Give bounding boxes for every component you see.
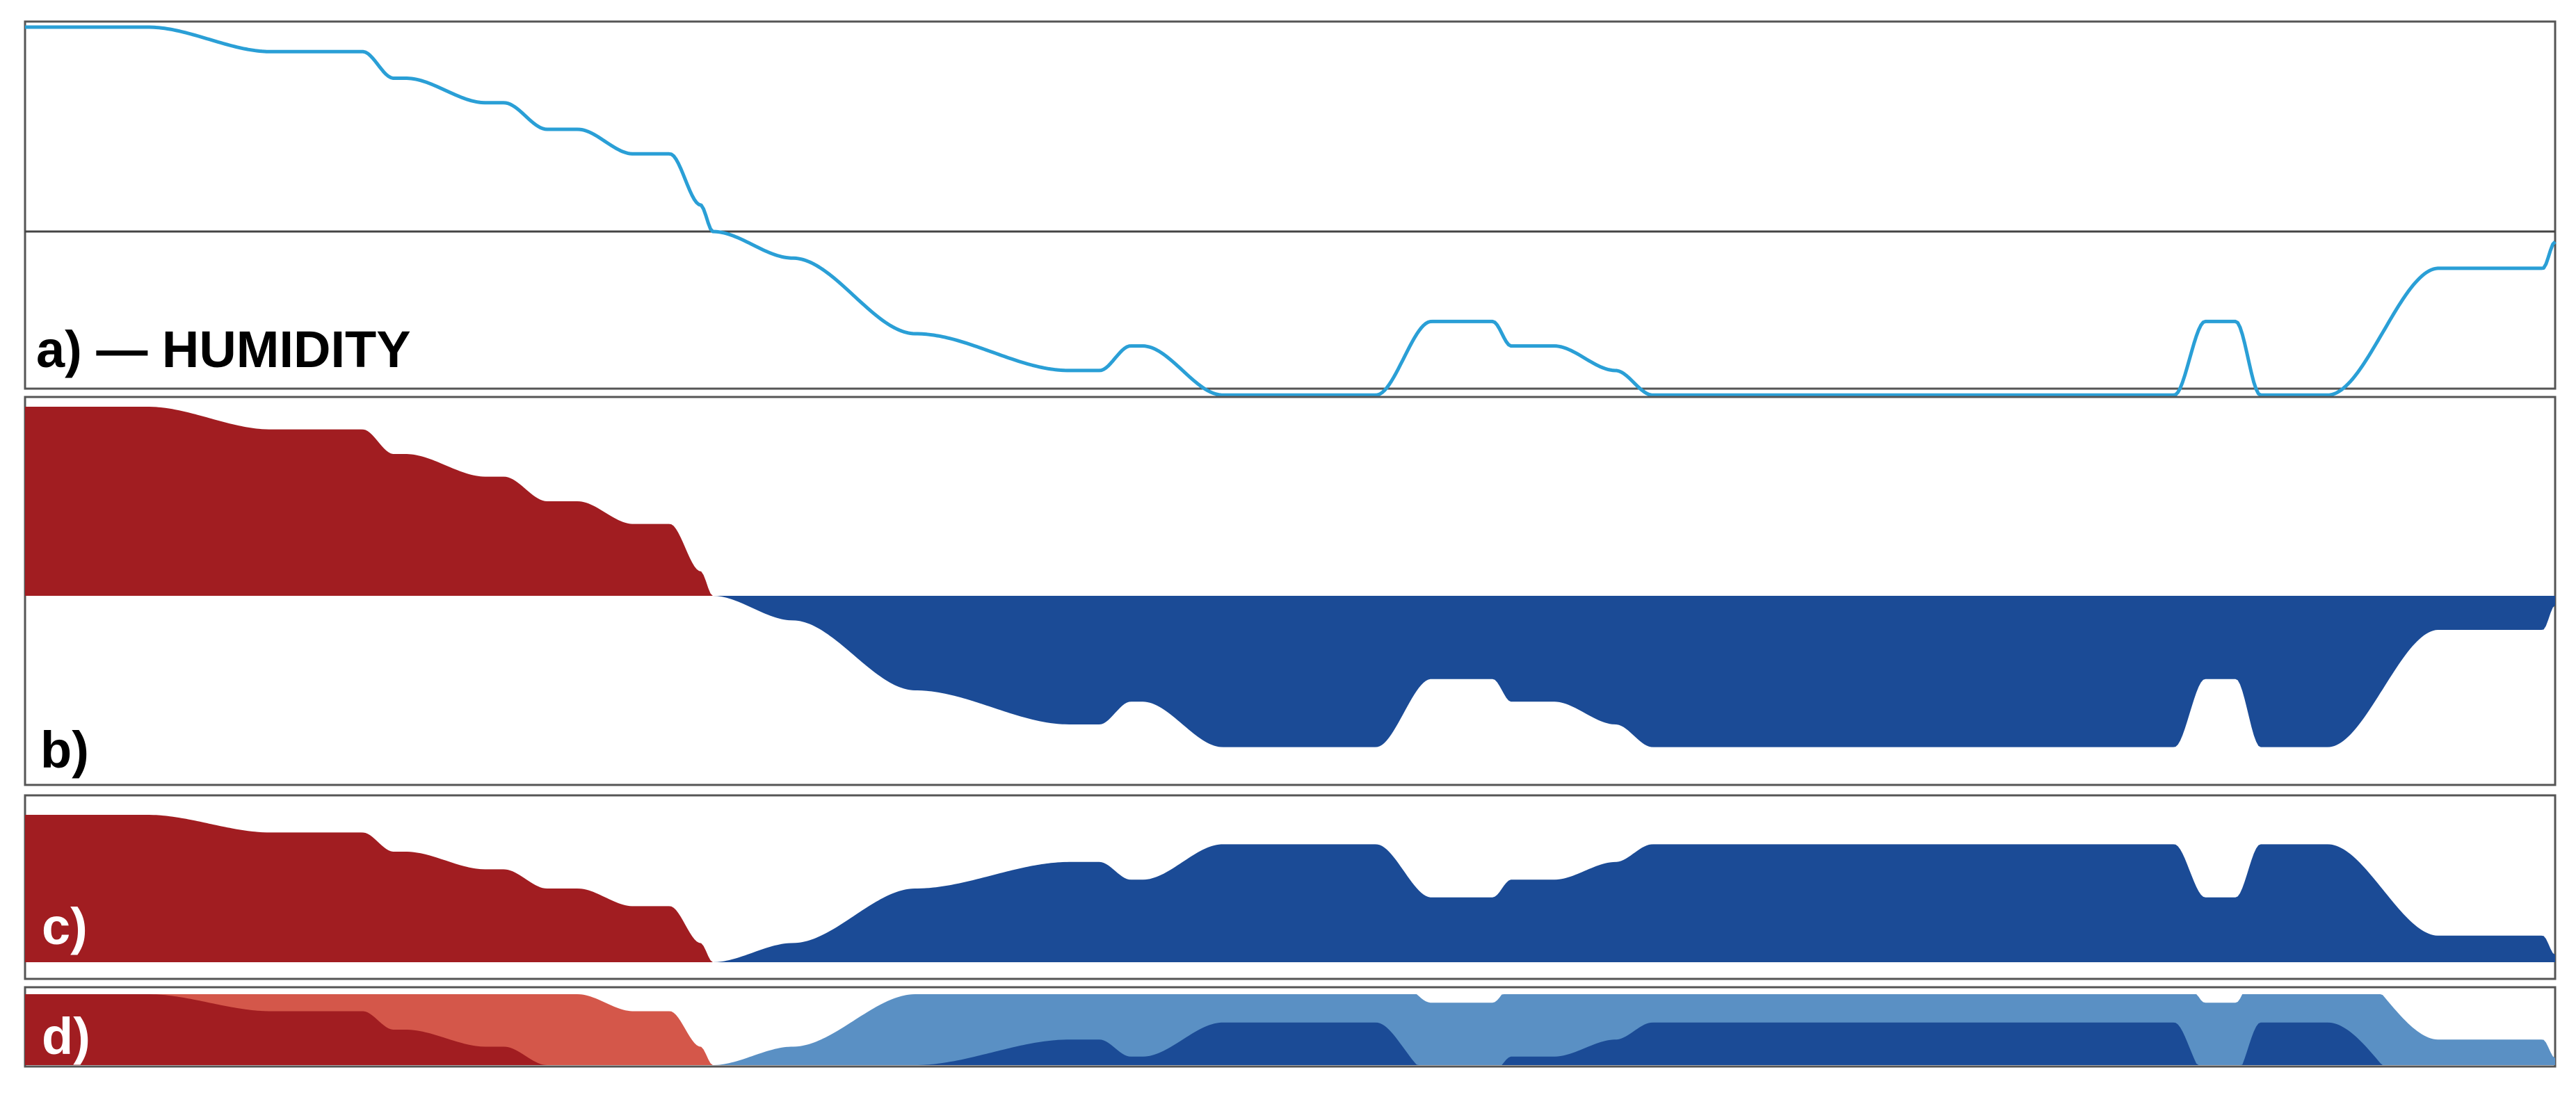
positive-mirrored-area [25,815,2555,962]
panel-b-label: b) [40,721,89,779]
negative-area [25,596,2555,747]
positive-band-2 [25,994,2555,1065]
positive-area [25,407,2555,596]
panel-d-horizon-chart: d) [24,986,2557,1068]
humidity-series-line [25,25,2557,397]
panel-c-mirrored-area-chart: c) [24,794,2557,980]
positive-band-1 [25,994,2555,1065]
panel-a-label: a) — HUMIDITY [36,321,411,378]
negative-mirrored-area [25,844,2555,962]
panel-a-frame [24,20,2557,390]
panel-d-label: d) [42,1007,90,1065]
panel-b-offset-area-chart: b) [24,396,2557,786]
panel-c-label: c) [42,898,88,955]
panel-a-line-chart: a) — HUMIDITY [24,20,2557,397]
negative-band-2 [25,1022,2555,1065]
